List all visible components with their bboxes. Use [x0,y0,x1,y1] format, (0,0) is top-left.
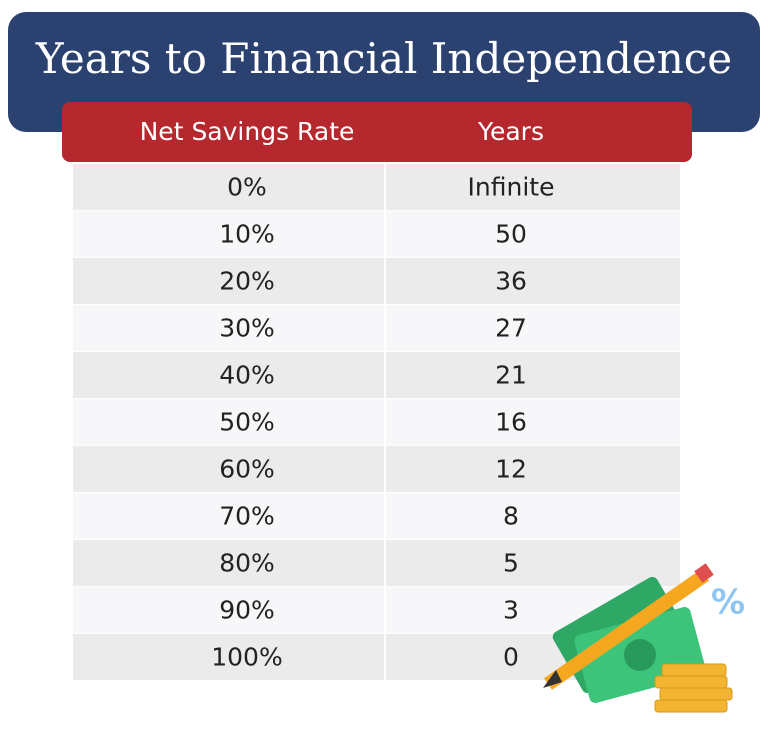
table-cell: 80% [219,549,275,578]
table-cell: 12 [495,455,527,484]
money-illustration: % [543,563,745,713]
row-background [73,352,680,398]
title: Years to Financial Independence [35,34,732,83]
row-background [73,399,680,445]
table-cell: Infinite [468,173,555,202]
row-background [73,493,680,539]
table-cell: 3 [503,596,519,625]
svg-text:%: % [711,583,745,623]
table-cell: 20% [219,267,275,296]
table-cell: 0% [227,173,267,202]
table-cell: 100% [211,643,282,672]
row-background [73,446,680,492]
table-cell: 5 [503,549,519,578]
row-background [73,305,680,351]
header-bar [62,102,692,162]
table-cell: 16 [495,408,527,437]
table-cell: 10% [219,220,275,249]
table-cell: 50% [219,408,275,437]
table-cell: 27 [495,314,527,343]
column-header: Years [477,117,544,146]
row-background [73,211,680,257]
table-cell: 36 [495,267,527,296]
row-background [73,540,680,586]
table-cell: 30% [219,314,275,343]
table-cell: 0 [503,643,519,672]
table-cell: 60% [219,455,275,484]
table-cell: 90% [219,596,275,625]
table-cell: 40% [219,361,275,390]
table-cell: 21 [495,361,527,390]
row-background [73,258,680,304]
table-cell: 8 [503,502,519,531]
table-cell: 50 [495,220,527,249]
row-background [73,164,680,210]
table-cell: 70% [219,502,275,531]
column-header: Net Savings Rate [140,117,355,146]
